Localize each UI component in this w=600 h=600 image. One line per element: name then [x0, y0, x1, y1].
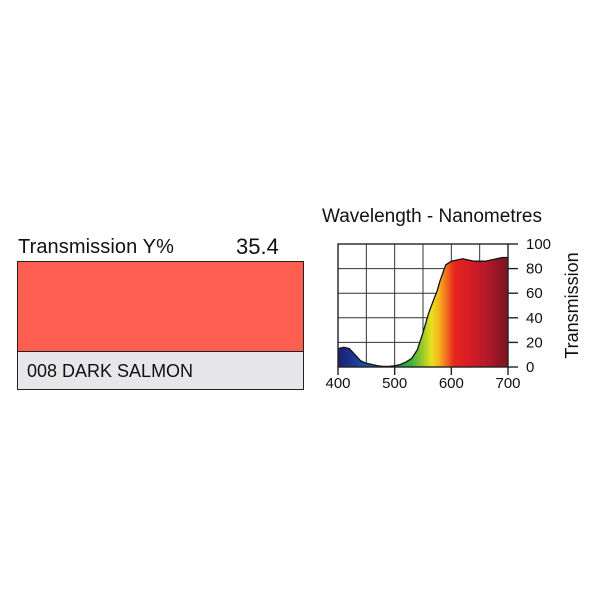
- transmission-area: [338, 257, 508, 367]
- y-axis-title: Transmission: [562, 252, 582, 358]
- x-tick-label: 700: [495, 375, 520, 392]
- x-tick-label: 400: [325, 375, 350, 392]
- y-tick-label: 0: [526, 359, 534, 376]
- filter-name: 008 DARK SALMON: [27, 361, 194, 381]
- swatch-color-fill: [18, 262, 303, 352]
- x-tick-label: 600: [439, 375, 464, 392]
- y-tick-label: 60: [526, 285, 543, 302]
- transmission-line: [337, 256, 508, 368]
- y-tick-label: 80: [526, 261, 543, 278]
- x-tick-label: 500: [382, 375, 407, 392]
- chart-title: Wavelength - Nanometres: [322, 206, 543, 227]
- plot-frame: [337, 243, 509, 368]
- swatch-name-bar: 008 DARK SALMON: [18, 352, 303, 389]
- y-tick-label: 100: [526, 236, 551, 253]
- transmission-label: Transmission Y%: [18, 236, 174, 258]
- filter-swatch: 008 DARK SALMON: [17, 261, 304, 390]
- y-tick-label: 20: [526, 334, 543, 351]
- y-tick-label: 40: [526, 310, 543, 327]
- transmission-value: 35.4: [236, 234, 279, 259]
